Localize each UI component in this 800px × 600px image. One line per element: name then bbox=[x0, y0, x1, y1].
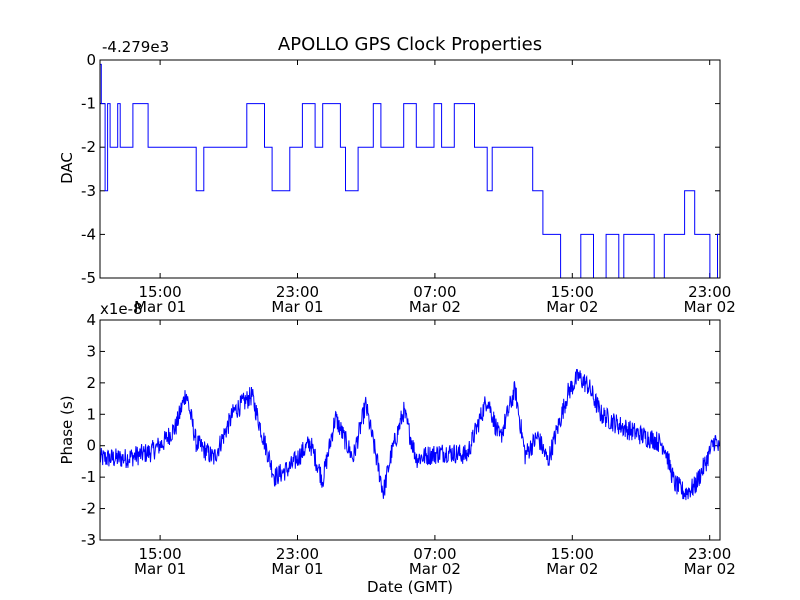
y-tick-label: 0 bbox=[86, 437, 96, 455]
y-tick-label: -5 bbox=[81, 269, 96, 287]
x-tick-time-label: 23:00 bbox=[688, 545, 731, 563]
bottom-offset-text: x1e-8 bbox=[100, 300, 143, 318]
x-tick-time-label: 23:00 bbox=[276, 283, 319, 301]
x-tick-time-label: 07:00 bbox=[413, 545, 456, 563]
x-tick-time-label: 15:00 bbox=[551, 283, 594, 301]
x-tick-date-label: Mar 02 bbox=[409, 298, 461, 316]
y-tick-label: 0 bbox=[86, 51, 96, 69]
y-tick-label: -4 bbox=[81, 225, 96, 243]
y-tick-label: 4 bbox=[86, 311, 96, 329]
x-tick-date-label: Mar 01 bbox=[271, 560, 323, 578]
x-tick-time-label: 15:00 bbox=[138, 283, 181, 301]
series-line bbox=[99, 368, 721, 501]
bottom-y-ticks: 4 3 2 1 0 -1 -2 -3 bbox=[81, 311, 720, 549]
series-line bbox=[100, 63, 721, 279]
x-tick-time-label: 23:00 bbox=[276, 545, 319, 563]
x-tick-date-label: Mar 02 bbox=[409, 560, 461, 578]
y-tick-label: -3 bbox=[81, 182, 96, 200]
y-tick-label: -1 bbox=[81, 468, 96, 486]
bottom-series-group bbox=[99, 368, 721, 501]
top-y-ticks: 0 -1 -2 -3 -4 -5 bbox=[81, 51, 720, 287]
bottom-plot-frame bbox=[99, 319, 721, 541]
top-plot-frame bbox=[99, 59, 721, 279]
top-y-axis-label: DAC bbox=[58, 152, 76, 184]
top-panel: APOLLO GPS Clock Properties -4.279e3 DAC… bbox=[58, 34, 736, 316]
x-tick-date-label: Mar 02 bbox=[684, 560, 736, 578]
x-tick-date-label: Mar 01 bbox=[271, 298, 323, 316]
x-tick-time-label: 15:00 bbox=[551, 545, 594, 563]
x-tick-time-label: 07:00 bbox=[413, 283, 456, 301]
y-tick-label: -2 bbox=[81, 500, 96, 518]
top-series-group bbox=[100, 63, 721, 279]
x-tick-time-label: 23:00 bbox=[688, 283, 731, 301]
x-tick-date-label: Mar 01 bbox=[134, 560, 186, 578]
y-tick-label: -3 bbox=[81, 531, 96, 549]
x-tick-date-label: Mar 02 bbox=[546, 298, 598, 316]
y-tick-label: 1 bbox=[86, 405, 96, 423]
y-tick-label: 3 bbox=[86, 342, 96, 360]
x-tick-date-label: Mar 01 bbox=[134, 298, 186, 316]
top-offset-text: -4.279e3 bbox=[102, 38, 169, 56]
y-tick-label: 2 bbox=[86, 374, 96, 392]
bottom-y-axis-label: Phase (s) bbox=[58, 395, 76, 464]
x-tick-time-label: 15:00 bbox=[138, 545, 181, 563]
chart-title: APOLLO GPS Clock Properties bbox=[278, 34, 542, 55]
bottom-x-axis-label: Date (GMT) bbox=[367, 578, 453, 596]
bottom-panel: x1e-8 Phase (s) Date (GMT) 4 3 2 1 0 -1 -2 -3 1… bbox=[58, 300, 736, 596]
x-tick-date-label: Mar 02 bbox=[546, 560, 598, 578]
y-tick-label: -1 bbox=[81, 95, 96, 113]
x-tick-date-label: Mar 02 bbox=[684, 298, 736, 316]
y-tick-label: -2 bbox=[81, 138, 96, 156]
